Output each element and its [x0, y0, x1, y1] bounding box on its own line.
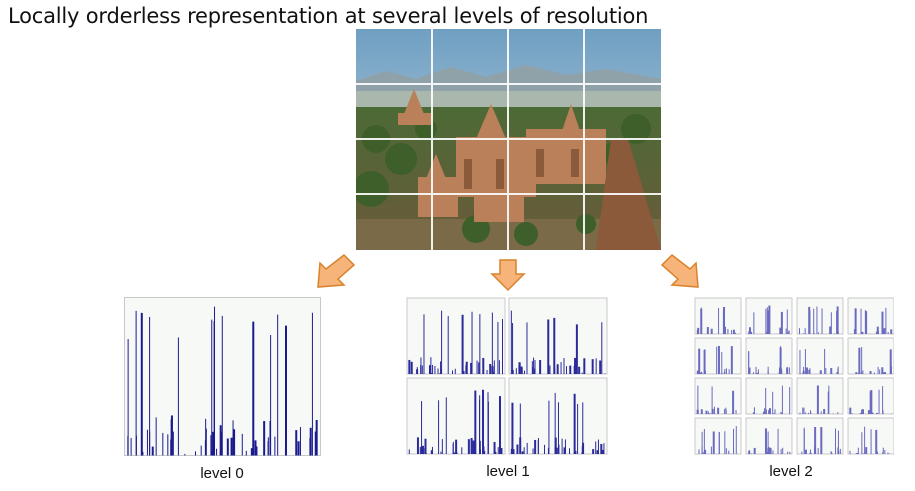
temple-photo: [356, 29, 661, 250]
histogram-level-0: [124, 297, 321, 456]
caption-level-2: level 2: [769, 463, 813, 480]
slide-title: Locally orderless representation at seve…: [8, 4, 649, 28]
level2-frame: [745, 377, 793, 415]
arrow-right-icon: [660, 254, 699, 288]
level1-frame: [406, 297, 506, 375]
level2-frame: [796, 297, 844, 335]
level2-frame: [745, 337, 793, 375]
histogram-level-2: [694, 297, 894, 455]
caption-level-1: level 1: [486, 463, 530, 480]
level2-frame: [694, 297, 742, 335]
caption-level-0: level 0: [200, 465, 244, 482]
histogram-level-1: [406, 297, 608, 455]
arrow-left-icon: [317, 254, 356, 288]
level1-frame: [508, 297, 608, 375]
level2-frame: [796, 337, 844, 375]
level2-frame: [847, 337, 894, 375]
level2-frame: [796, 377, 844, 415]
arrow-down-icon: [490, 259, 526, 292]
